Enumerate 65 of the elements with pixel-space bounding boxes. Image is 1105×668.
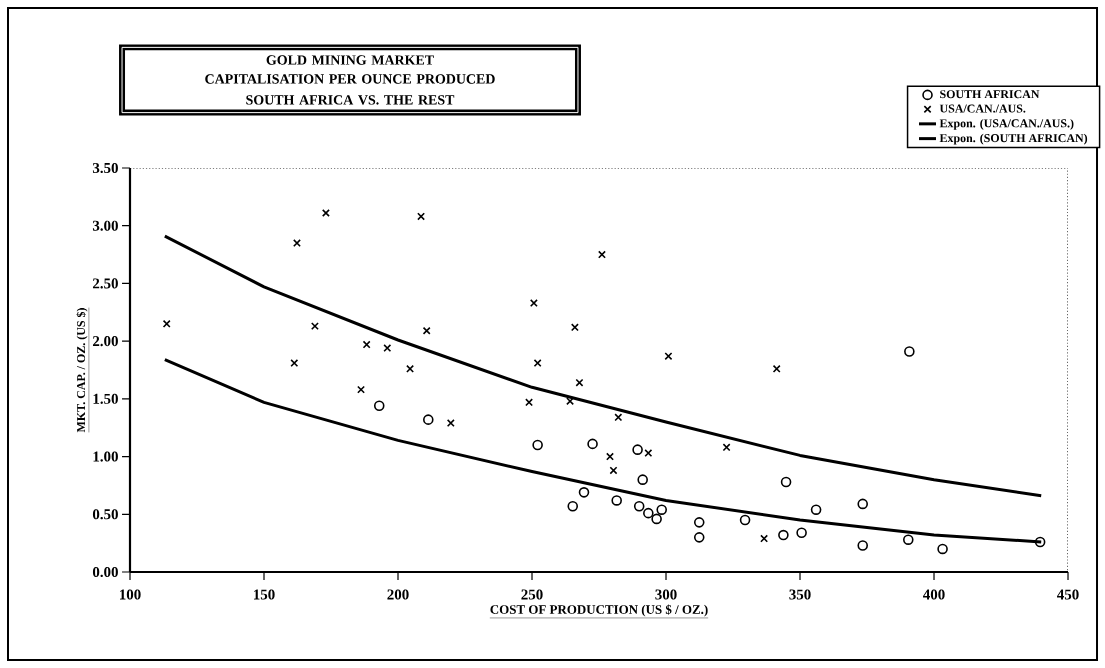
x-tick-label: 400 <box>923 589 945 600</box>
chart-title: GOLD MINING MARKET CAPITALISATION PER OUNCE PRODUCED <box>205 55 495 84</box>
point <box>796 527 807 539</box>
point <box>529 299 538 308</box>
y-tick-label: 1.00 <box>93 451 118 462</box>
point <box>566 397 575 406</box>
legend-label: USA/CAN./AUS. <box>939 104 1026 113</box>
y-tick-label: 1.50 <box>93 393 118 404</box>
point <box>857 498 869 510</box>
point <box>587 438 598 450</box>
line-series <box>163 234 1043 498</box>
point <box>362 340 371 349</box>
point <box>633 500 645 512</box>
x-tick-label: 350 <box>789 589 811 600</box>
x-tick-label: 300 <box>655 589 677 600</box>
point <box>778 529 789 541</box>
point <box>693 517 705 528</box>
point <box>578 487 590 498</box>
x-tick-label: 150 <box>254 589 275 600</box>
y-tick-label: 2.00 <box>92 336 118 347</box>
y-tick-label: 0.50 <box>92 509 118 520</box>
point <box>532 439 543 451</box>
y-tick-label: 3.00 <box>92 220 118 231</box>
point <box>310 322 319 331</box>
point <box>903 534 914 545</box>
point <box>937 543 948 555</box>
point <box>422 326 431 335</box>
point <box>423 414 434 425</box>
x-tick-label: 100 <box>120 589 141 600</box>
point <box>567 500 579 512</box>
point <box>656 504 667 515</box>
point <box>611 495 622 506</box>
legend-label: SOUTH AFRICAN <box>940 90 1040 99</box>
point <box>739 514 751 526</box>
point <box>162 319 171 328</box>
point <box>632 444 643 455</box>
point <box>651 513 662 525</box>
line-series <box>163 358 1043 544</box>
point <box>643 507 654 519</box>
x-tick-label: 450 <box>1057 589 1079 600</box>
point <box>1034 536 1046 548</box>
y-tick-label: 2.50 <box>92 278 118 289</box>
point <box>637 474 648 485</box>
x-tick-label: 250 <box>521 589 543 600</box>
point <box>406 364 415 373</box>
point <box>373 400 385 412</box>
chart-subtitle: SOUTH AFRICA VS. THE REST <box>246 95 455 105</box>
point <box>780 476 792 488</box>
point <box>446 419 455 428</box>
y-tick-label: 3.50 <box>92 162 118 174</box>
point <box>857 540 869 551</box>
point <box>904 346 915 357</box>
x-axis-title: COST OF PRODUCTION (US $ / OZ.) <box>490 604 708 617</box>
point <box>810 504 822 515</box>
point <box>722 443 731 452</box>
point <box>614 413 623 422</box>
point <box>693 532 705 543</box>
x-tick-label: 200 <box>387 589 409 600</box>
point <box>321 209 330 217</box>
y-axis-title: MKT. CAP. / OZ. (US $) <box>76 308 88 433</box>
legend-label: Expon. (USA/CAN./AUS.) <box>939 118 1074 130</box>
y-tick-label: 0.00 <box>92 566 118 578</box>
point <box>609 466 618 475</box>
legend-label: Expon. (SOUTH AFRICAN) <box>939 133 1088 145</box>
point <box>293 239 301 247</box>
